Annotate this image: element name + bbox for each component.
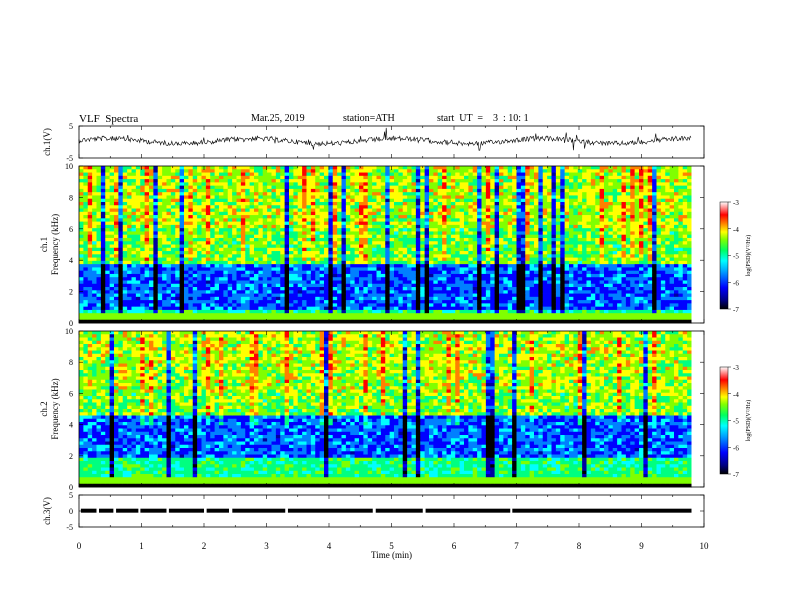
station-label: station=ATH: [343, 113, 395, 124]
ch2-spectrogram-ytick-label: 10: [65, 327, 73, 336]
x-tick-label: 6: [452, 541, 457, 551]
ch2-spectrogram-ytick-label: 8: [69, 358, 73, 367]
ch2-spectrogram-ytick-label: 6: [69, 389, 73, 398]
ch3-waveform-ytick-label: -5: [66, 523, 73, 532]
ch2-spectrogram-colorbar-tick-label: -3: [733, 364, 739, 372]
ch3-waveform-trace-gap: [372, 507, 376, 514]
ch2-spectrogram-ytick-label: 2: [69, 452, 73, 461]
ch2-spectrogram-colorbar-tick-label: -5: [733, 418, 739, 426]
ch2-spectrogram-ytick-label: 0: [69, 483, 73, 492]
ch1-spectrogram-ytick-label: 2: [69, 288, 73, 297]
ch1-spectrogram-ytick-label: 10: [65, 162, 73, 171]
ch3-waveform-trace-gap: [166, 507, 169, 514]
ch2-spectrogram-colorbar: [719, 366, 729, 475]
ch3-waveform-trace: [80, 508, 692, 513]
x-tick-label: 0: [77, 541, 82, 551]
x-tick-label: 5: [389, 541, 394, 551]
ch1-spectrogram-colorbar-label: log(PSD)(V²/Hz): [745, 235, 752, 276]
x-tick-label: 9: [639, 541, 644, 551]
ch3-waveform-trace-gap: [422, 507, 426, 514]
ch3-waveform-trace-gap: [113, 507, 117, 514]
ch2-spectrogram-colorbar-tick-label: -6: [733, 444, 739, 452]
x-tick-label: 8: [577, 541, 582, 551]
ch1-waveform-ylabel: ch.1(V): [42, 128, 52, 156]
panel-ch1-spectrogram: 0 2 4 6 8 10 ch.1 Frequency (kHz) -3 -4 -5 -6 -7 log(…: [39, 162, 752, 328]
ch2-spectrogram-ylabel-frequency: Frequency (kHz): [50, 378, 60, 439]
ch1-spectrogram-ylabel-frequency: Frequency (kHz): [50, 214, 60, 275]
ch3-waveform-ytick-label: 0: [69, 507, 73, 516]
ch1-spectrogram-ytick-label: 0: [69, 319, 73, 328]
ch3-waveform-trace-gap: [285, 507, 288, 514]
x-tick-label: 4: [327, 541, 332, 551]
start-time-label: start UT = 3 : 10: 1: [437, 113, 529, 124]
x-axis-label: Time (min): [371, 550, 412, 560]
ch1-waveform-ytick-label: -5: [66, 154, 73, 163]
x-tick-label: 10: [700, 541, 710, 551]
ch3-waveform-trace-gap: [510, 507, 513, 514]
ch1-waveform-ytick-label: 5: [69, 122, 73, 131]
ch3-waveform-ylabel: ch.3(V): [42, 497, 52, 525]
date-label: Mar.25, 2019: [251, 113, 305, 124]
x-tick-label: 3: [264, 541, 269, 551]
ch2-spectrogram-colorbar-tick-label: -4: [733, 391, 739, 399]
ch1-waveform-trace: [78, 127, 692, 151]
panel-ch2-spectrogram: 0 2 4 6 8 10 ch.2 Frequency (kHz) -3 -4 -5 -6 -7 log(…: [39, 327, 752, 492]
ch2-spectrogram-blank: [691, 331, 704, 487]
panel-ch1-waveform: 5 -5 ch.1(V): [42, 122, 705, 163]
ch1-spectrogram-colorbar-tick-label: -5: [733, 253, 739, 261]
ch1-spectrogram-colorbar-tick-label: -3: [733, 199, 739, 207]
ch2-spectrogram-colorbar-tick-label: -7: [733, 471, 739, 479]
ch1-spectrogram-cells: [79, 166, 692, 324]
x-tick-label: 1: [139, 541, 144, 551]
ch2-spectrogram-cells: [79, 331, 692, 488]
x-axis: 0 1 2 3 4 5 6 7 8 9 10 Time (min): [77, 541, 709, 560]
ch2-spectrogram-ylabel-channel: ch.2: [39, 401, 49, 416]
ch3-waveform-trace-gap: [229, 507, 233, 514]
ch1-waveform-frame: [78, 125, 705, 159]
ch3-waveform-trace-gap: [204, 507, 207, 514]
ch2-spectrogram-ytick-label: 4: [69, 421, 73, 430]
ch1-spectrogram-ylabel-channel: ch.1: [39, 237, 49, 252]
ch3-waveform-ytick-label: 5: [69, 491, 73, 500]
ch1-spectrogram-ytick-label: 6: [69, 225, 73, 234]
x-tick-label: 2: [202, 541, 207, 551]
ch1-spectrogram-colorbar: [719, 201, 729, 310]
ch1-spectrogram-ytick-label: 8: [69, 193, 73, 202]
ch3-waveform-trace-gap: [138, 507, 141, 514]
ch1-spectrogram-colorbar-tick-label: -4: [733, 226, 739, 234]
ch3-waveform-trace-gap: [96, 507, 99, 514]
ch1-spectrogram-ytick-label: 4: [69, 256, 73, 265]
panel-ch3-waveform: 5 0 -5 ch.3(V): [42, 491, 705, 532]
ch1-spectrogram-blank: [691, 166, 704, 323]
chart-title: VLF Spectra: [79, 113, 139, 125]
ch2-spectrogram-colorbar-label: log(PSD)(V²/Hz): [745, 400, 752, 441]
ch1-spectrogram-colorbar-tick-label: -6: [733, 279, 739, 287]
x-tick-label: 7: [514, 541, 519, 551]
ch1-spectrogram-colorbar-tick-label: -7: [733, 306, 739, 314]
